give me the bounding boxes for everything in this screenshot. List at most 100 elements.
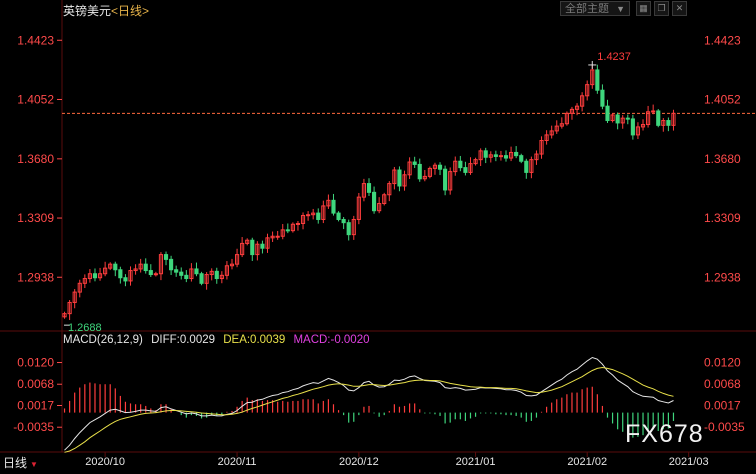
- candle-body: [458, 160, 463, 169]
- candle-body: [377, 203, 382, 212]
- y-tick-label-right: 1.4423: [704, 33, 741, 47]
- candle-body: [564, 112, 569, 125]
- candle-body: [113, 263, 118, 271]
- candle-body: [108, 263, 113, 269]
- candle-body: [270, 235, 275, 239]
- restore-icon[interactable]: ❐: [654, 1, 669, 16]
- candle-body: [143, 263, 148, 272]
- candle-body: [635, 126, 641, 136]
- candle-body: [417, 163, 422, 180]
- y-tick-label-left: 1.4052: [17, 92, 54, 106]
- candle-body: [574, 105, 580, 110]
- candle-body: [82, 278, 87, 284]
- candle-body: [255, 243, 260, 256]
- candle-body: [580, 95, 585, 107]
- y-tick-label-right: 1.2938: [704, 270, 741, 284]
- candle-body: [361, 183, 366, 198]
- candle-body: [72, 291, 77, 303]
- candle-body: [336, 212, 341, 220]
- candle-body: [514, 151, 519, 157]
- y-tick-label-right: 1.4052: [704, 92, 741, 106]
- candle-body: [87, 273, 92, 280]
- candle-body: [351, 218, 356, 236]
- y-tick-label-left: 1.3680: [17, 152, 54, 166]
- candle-body: [534, 153, 539, 161]
- candle-body: [646, 111, 651, 126]
- theme-dropdown[interactable]: 全部主题 ▼: [560, 1, 630, 16]
- period-button[interactable]: 日线 ▼: [0, 454, 48, 472]
- candle-body: [209, 270, 214, 276]
- candle-body: [544, 134, 549, 141]
- candle-body: [524, 160, 529, 173]
- candle-body: [620, 117, 625, 124]
- candle-body: [453, 160, 458, 173]
- candle-body: [97, 273, 103, 279]
- candle-body: [382, 194, 387, 205]
- diff-line: [64, 356, 674, 451]
- candle-body: [118, 269, 123, 279]
- candle-body: [509, 151, 514, 159]
- candle-body: [92, 273, 98, 279]
- candle-body: [260, 243, 265, 249]
- candle-body: [473, 159, 478, 165]
- candle-body: [265, 237, 270, 249]
- x-tick-label: 2020/12: [339, 456, 379, 468]
- candle-body: [671, 112, 676, 126]
- candle-body: [204, 274, 209, 284]
- macd-dea: DEA:0.0039: [223, 334, 286, 346]
- x-tick-label: 2021/02: [567, 456, 607, 468]
- candle-body: [346, 222, 351, 236]
- candle-body: [179, 271, 184, 276]
- candle-body: [539, 139, 544, 155]
- candle-body: [341, 218, 346, 224]
- candle-body: [300, 214, 306, 224]
- candle-body: [559, 123, 564, 127]
- candle-body: [483, 150, 488, 158]
- candle-body: [77, 282, 82, 293]
- candle-body: [488, 154, 493, 158]
- candle-body: [311, 212, 316, 216]
- candle-body: [585, 84, 590, 97]
- candle-body: [234, 254, 240, 265]
- candle-body: [422, 175, 427, 180]
- candle-body: [326, 199, 331, 207]
- candle-body: [595, 69, 600, 91]
- y-tick-label-right: 1.3680: [704, 152, 741, 166]
- close-icon[interactable]: ✕: [672, 1, 687, 16]
- candle-body: [656, 110, 661, 126]
- candle-body: [661, 120, 666, 126]
- y-tick-label-right: 1.3309: [704, 211, 741, 225]
- candle-body: [133, 268, 138, 272]
- candle-body: [478, 150, 483, 161]
- candle-body: [493, 154, 498, 157]
- candle-body: [214, 270, 219, 280]
- chevron-down-icon: ▼: [30, 460, 38, 469]
- candle-body: [397, 169, 402, 187]
- high-annotation: 1.4237: [597, 51, 631, 63]
- grid-icon[interactable]: ▦: [636, 1, 651, 16]
- candle-body: [189, 268, 194, 280]
- macd-y-tick-label-left: 0.0068: [17, 377, 54, 391]
- x-tick-label: 2020/11: [218, 456, 257, 468]
- candle-body: [392, 169, 397, 185]
- candle-body: [229, 263, 235, 267]
- candle-body: [498, 155, 504, 158]
- candle-body: [62, 313, 67, 318]
- candle-body: [569, 108, 575, 114]
- dea-line: [64, 366, 674, 453]
- candle-body: [615, 114, 620, 124]
- candle-body: [128, 270, 133, 282]
- candle-body: [148, 270, 153, 276]
- low-annotation: 1.2688: [68, 322, 102, 334]
- candle-body: [651, 110, 656, 113]
- macd-y-tick-label-right: 0.0017: [704, 399, 741, 413]
- period-button-label: 日线: [3, 456, 28, 470]
- candle-body: [280, 229, 285, 237]
- macd-value: MACD:-0.0020: [293, 334, 370, 346]
- candle-body: [366, 183, 372, 193]
- macd-y-tick-label-right: 0.0068: [704, 377, 741, 391]
- candle-body: [503, 155, 509, 159]
- macd-diff: DIFF:0.0029: [151, 334, 216, 346]
- candle-body: [240, 242, 245, 256]
